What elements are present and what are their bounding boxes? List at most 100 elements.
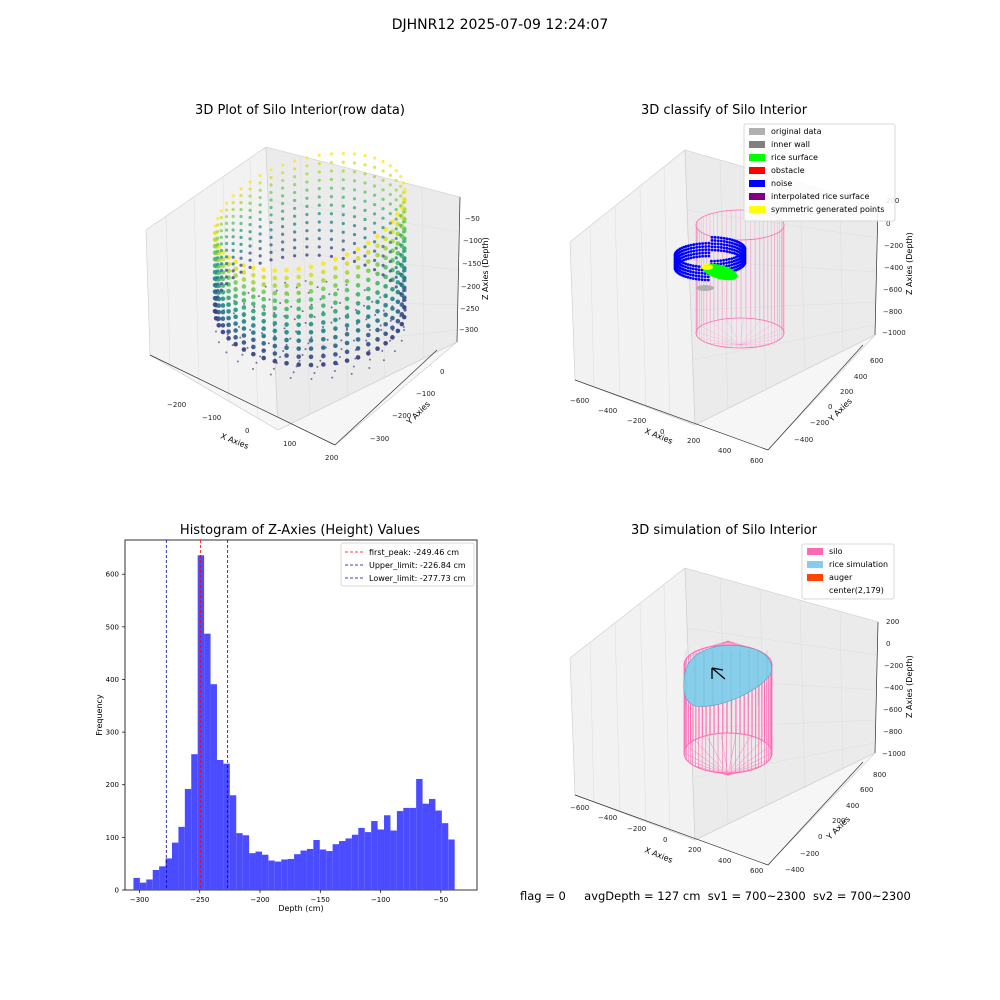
wall-point: [403, 188, 407, 192]
floor-point: [365, 318, 368, 321]
wall-point: [258, 195, 262, 200]
plot4-ztick: −600: [883, 706, 902, 714]
wall-point: [269, 190, 273, 195]
floor-point: [330, 321, 333, 324]
wall-point: [381, 254, 385, 258]
wall-point: [399, 243, 403, 247]
plot2-ytick: 200: [840, 388, 853, 396]
wall-point: [219, 235, 223, 239]
wall-point: [269, 175, 273, 180]
wall-point: [394, 188, 398, 192]
wall-point: [399, 312, 405, 317]
wall-point: [226, 322, 231, 328]
plot4-ytick: 200: [832, 817, 845, 825]
wall-point: [344, 349, 350, 355]
noise-point: [687, 247, 690, 251]
wall-point: [239, 256, 243, 260]
plot2-ztick: −1000: [882, 329, 906, 337]
wall-point: [224, 255, 229, 259]
plot1-xtick: 100: [283, 440, 296, 448]
floor-point: [336, 288, 339, 291]
legend-label: interpolated rice surface: [771, 192, 869, 201]
wall-point: [401, 249, 406, 254]
noise-point: [694, 274, 698, 278]
wall-point: [388, 250, 392, 254]
wall-point: [305, 237, 309, 241]
wall-point: [366, 341, 371, 347]
wall-point: [333, 360, 338, 366]
histogram-bar: [242, 835, 250, 890]
wall-point: [281, 217, 285, 221]
wall-point: [383, 331, 388, 337]
wall-point: [224, 248, 229, 252]
wall-point: [341, 195, 345, 199]
floor-point: [363, 289, 366, 292]
noise-point: [704, 245, 708, 248]
wall-point: [248, 215, 252, 220]
histogram-bar: [358, 827, 365, 890]
histogram-xtick-label: −200: [250, 896, 269, 904]
wall-point: [321, 261, 326, 266]
wall-point: [403, 237, 407, 241]
floor-point: [400, 339, 403, 342]
wall-point: [308, 297, 314, 302]
wall-point: [251, 330, 256, 335]
noise-point: [734, 262, 738, 265]
wall-point: [399, 291, 403, 296]
noise-point: [691, 277, 695, 280]
wall-point: [375, 308, 380, 314]
noise-point: [734, 255, 738, 259]
wall-point: [293, 254, 297, 258]
noise-point: [730, 238, 734, 242]
legend-label: symmetric generated points: [771, 205, 884, 214]
wall-point: [258, 246, 262, 251]
wall-point: [366, 332, 371, 338]
floor-point: [319, 359, 322, 362]
wall-point: [363, 254, 367, 258]
wall-point: [381, 169, 385, 173]
noise-point: [684, 257, 688, 261]
histogram-xlabel: Depth (cm): [278, 904, 323, 913]
classify-3d-plot: −600 −400 −200 0 200 400 600 600 400 200…: [569, 123, 914, 465]
floor-point: [368, 329, 371, 331]
wall-point: [372, 212, 377, 216]
plot2-ytick: −200: [810, 419, 829, 427]
wall-point: [329, 229, 334, 233]
floor-point: [282, 350, 285, 353]
wall-point: [352, 188, 357, 192]
wall-point: [363, 227, 367, 231]
histogram-bar: [294, 854, 301, 890]
wall-point: [293, 246, 297, 250]
wall-point: [333, 334, 338, 340]
plot1-ztick: −300: [459, 326, 478, 334]
floor-point: [379, 296, 382, 299]
legend-upper-limit: Upper_limit: -226.84 cm: [369, 561, 466, 570]
wall-point: [258, 210, 262, 214]
wall-point: [305, 229, 309, 233]
legend-swatch-inner-wall: [749, 141, 765, 148]
noise-point: [689, 256, 693, 260]
wall-point: [224, 282, 229, 286]
plot2-xtick: −200: [627, 417, 646, 425]
noise-point: [700, 268, 704, 272]
wall-point: [403, 227, 407, 231]
wall-point: [241, 263, 247, 268]
plot1-point-cloud: [212, 151, 407, 380]
wall-point: [329, 169, 334, 173]
wall-point: [321, 278, 326, 283]
floor-point: [319, 298, 322, 301]
wall-point: [296, 290, 302, 296]
wall-point: [388, 173, 392, 177]
wall-point: [233, 287, 238, 292]
wall-point: [296, 330, 302, 336]
wall-point: [399, 252, 403, 257]
wall-point: [321, 294, 326, 300]
wall-point: [296, 322, 302, 328]
wall-point: [248, 237, 252, 241]
histogram-bar: [351, 834, 359, 890]
wall-point: [219, 215, 223, 220]
wall-point: [403, 256, 407, 261]
plot4-zlabel: Z Axies (Depth): [905, 655, 914, 718]
floor-point: [368, 367, 371, 370]
wall-point: [224, 268, 229, 272]
